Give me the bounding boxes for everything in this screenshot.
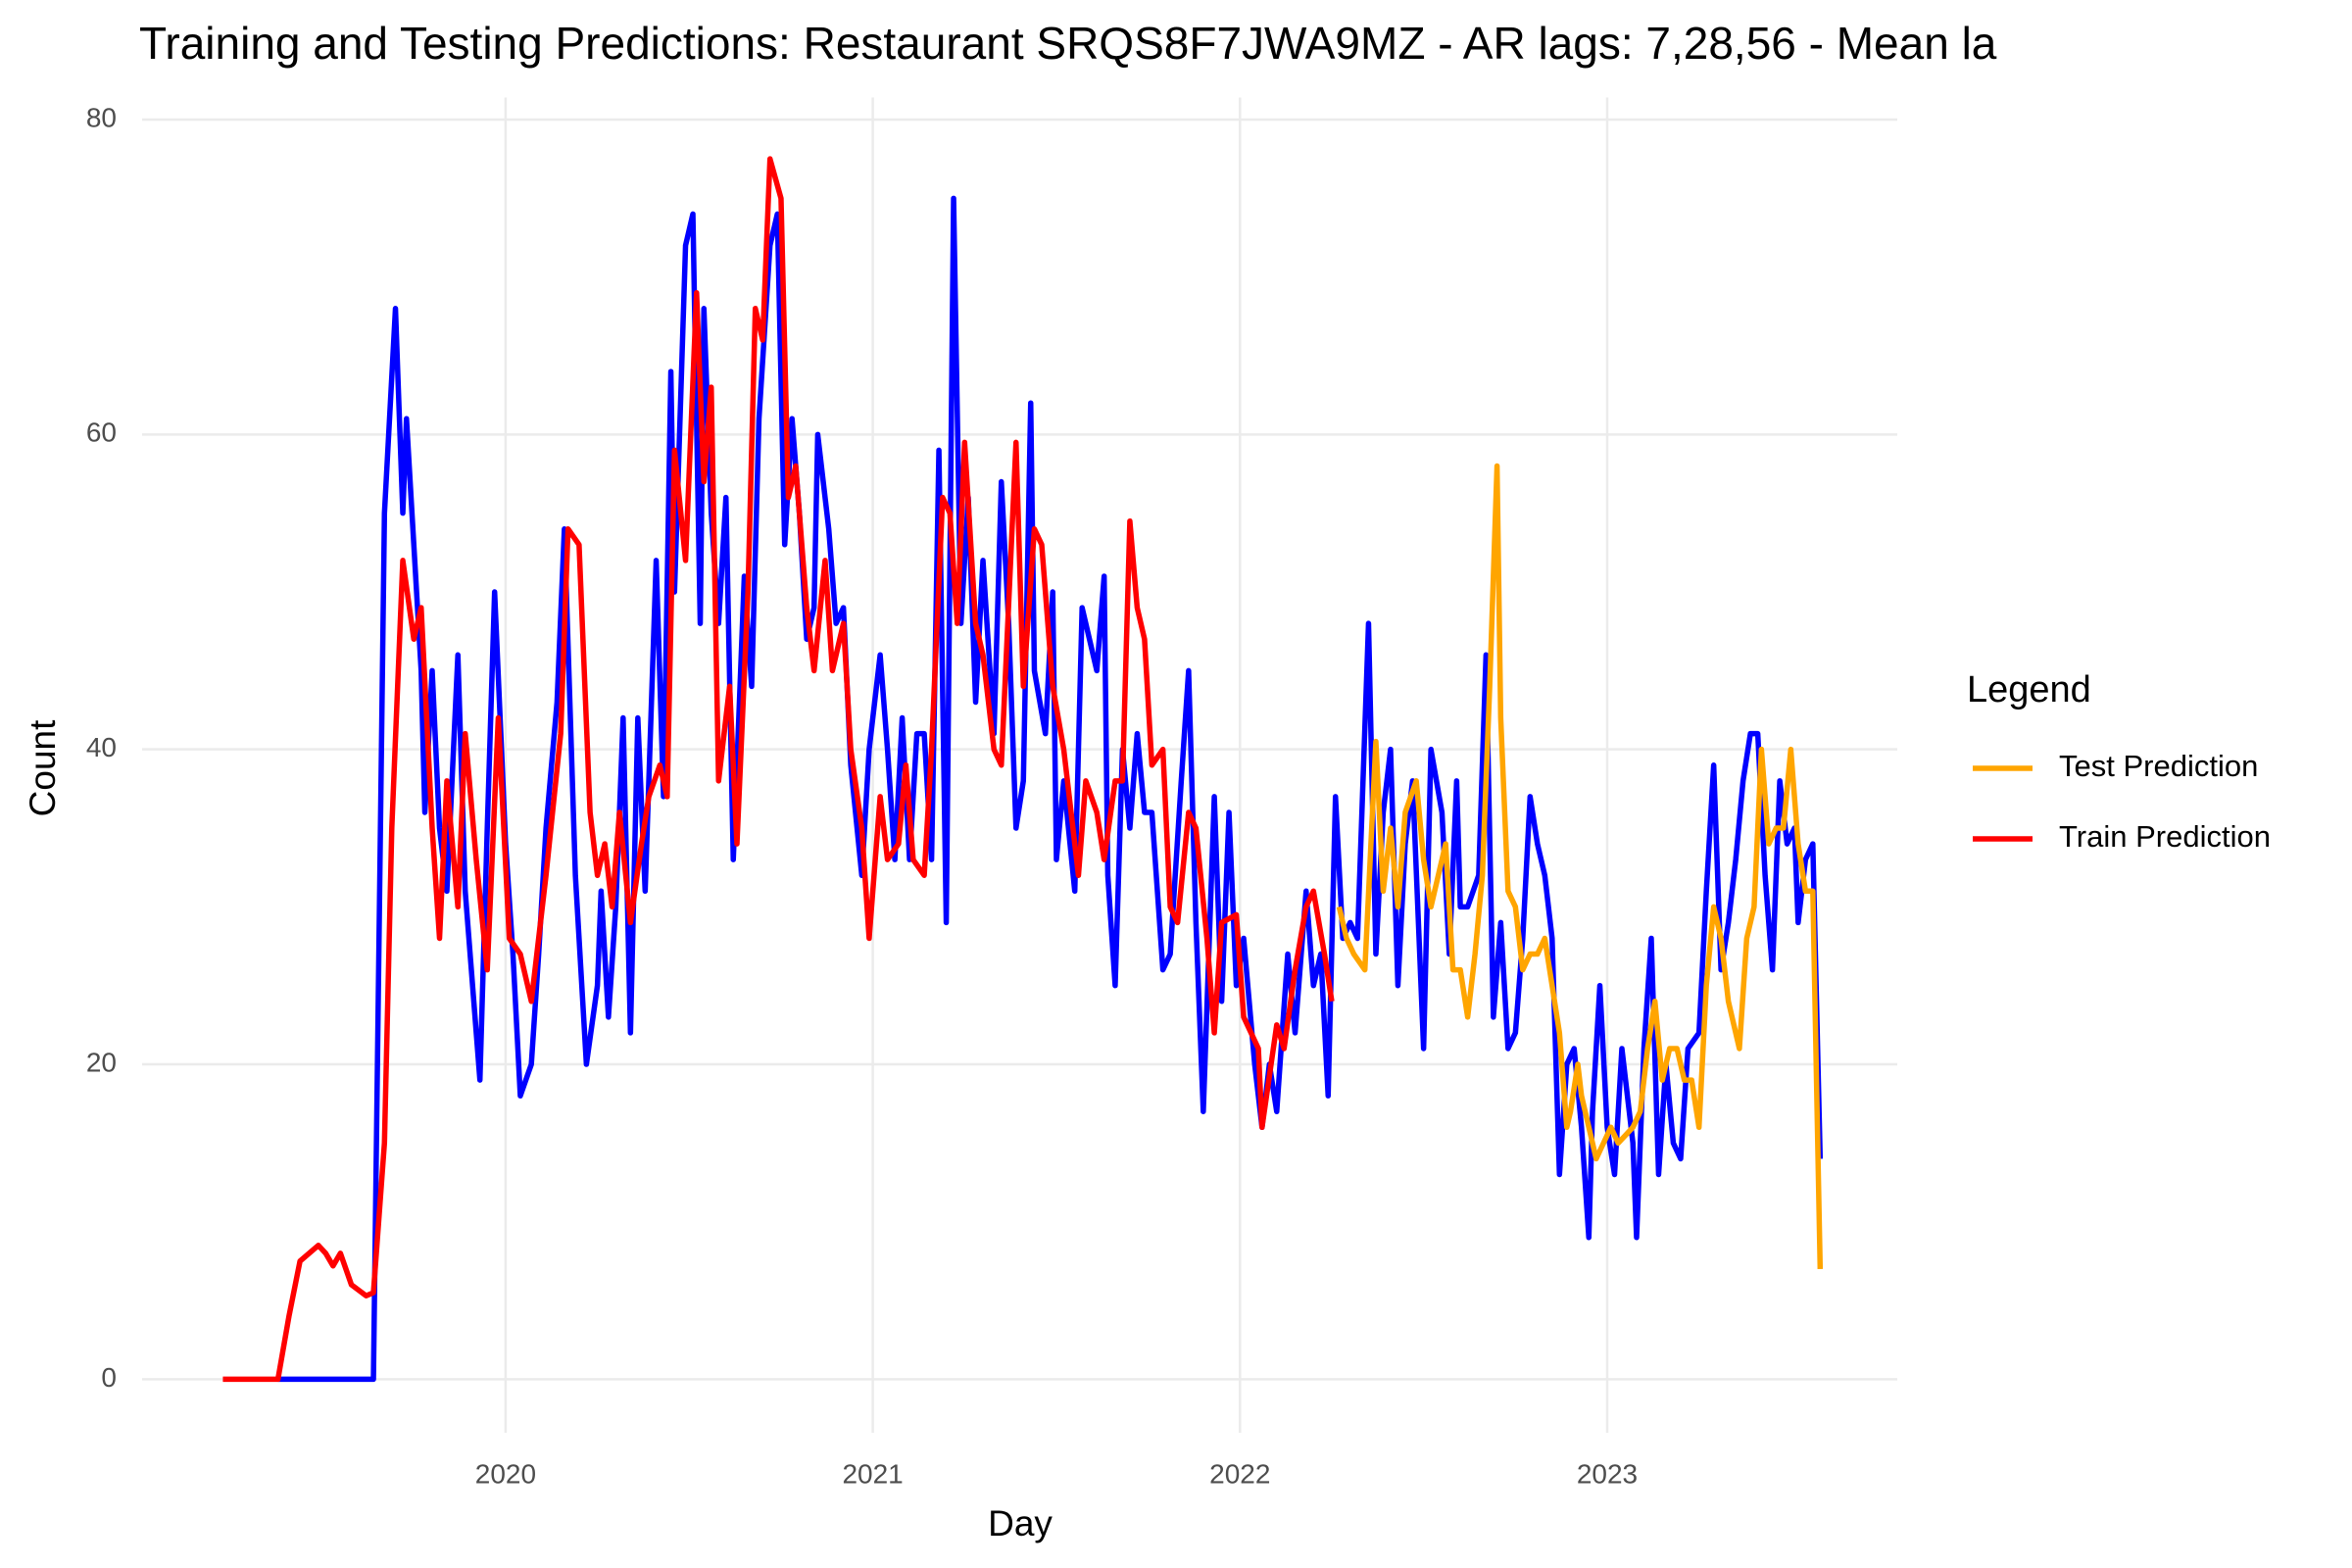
y-tick-label: 0 bbox=[101, 1362, 117, 1393]
chart-title: Training and Testing Predictions: Restau… bbox=[139, 18, 1997, 69]
series-line bbox=[277, 195, 1824, 1383]
series-line bbox=[1336, 463, 1824, 1269]
y-tick-label: 20 bbox=[86, 1047, 117, 1077]
x-axis-title: Day bbox=[988, 1503, 1053, 1544]
legend-label: Train Prediction bbox=[2059, 819, 2271, 854]
series-line bbox=[222, 156, 1335, 1383]
x-tick-label: 2022 bbox=[1209, 1458, 1270, 1489]
y-tick-label: 80 bbox=[86, 102, 117, 132]
legend-title: Legend bbox=[1967, 669, 2091, 710]
legend-label: Test Prediction bbox=[2059, 749, 2258, 783]
x-tick-label: 2020 bbox=[475, 1458, 536, 1489]
x-tick-label: 2021 bbox=[842, 1458, 903, 1489]
x-tick-label: 2023 bbox=[1577, 1458, 1638, 1489]
y-tick-label: 40 bbox=[86, 732, 117, 762]
y-axis-title: Count bbox=[23, 719, 63, 816]
y-tick-label: 60 bbox=[86, 417, 117, 448]
